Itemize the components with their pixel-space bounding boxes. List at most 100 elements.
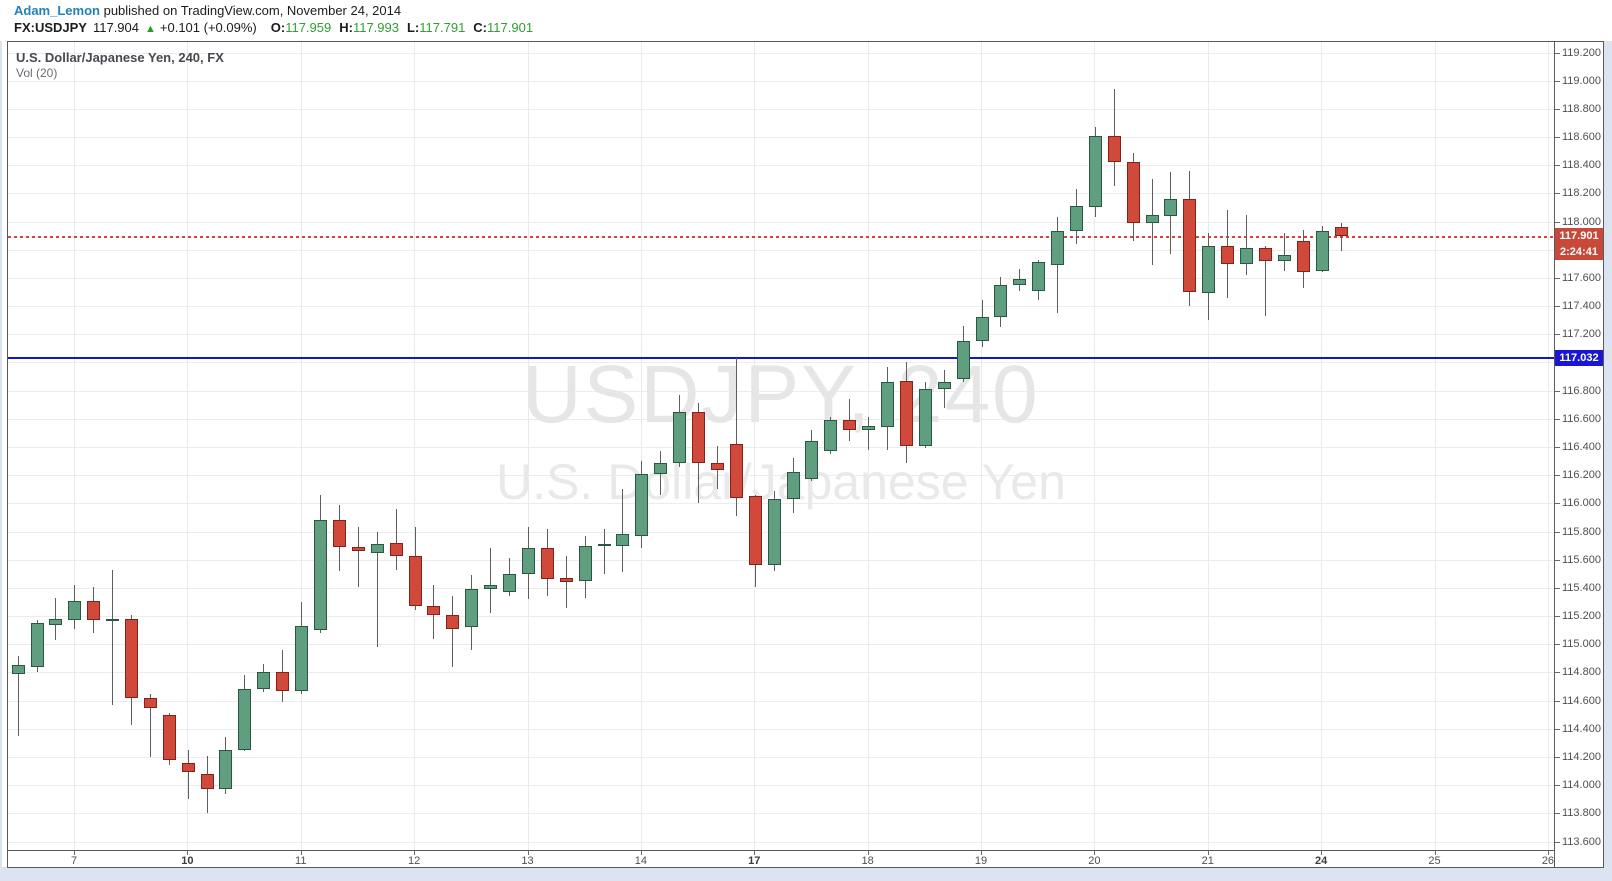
price-tick-label: 117.400 [1562, 300, 1601, 313]
candle-body-down [1221, 245, 1234, 264]
close-label: C: [473, 20, 488, 35]
horizontal-gridline [8, 785, 1554, 787]
horizontal-gridline [8, 108, 1554, 110]
price-tick-mark [1555, 165, 1560, 167]
candle-body-down [427, 606, 440, 615]
widget-right-border [1603, 41, 1604, 868]
candle-body-down [276, 672, 289, 691]
candle-body-down [560, 578, 573, 583]
candle-body-up [1316, 231, 1329, 271]
price-tick-mark [1555, 447, 1560, 449]
candle-wick [622, 489, 623, 573]
price-tick-label: 114.600 [1562, 694, 1601, 707]
time-tick-mark [1094, 851, 1096, 855]
last-price-line [8, 235, 1554, 238]
vertical-gridline [1207, 42, 1209, 850]
price-tick-label: 117.600 [1562, 271, 1601, 284]
candle-body-up [805, 441, 818, 480]
price-tick-mark [1555, 277, 1560, 279]
time-tick-mark [754, 851, 756, 855]
horizontal-gridline [8, 475, 1554, 477]
price-tick-label: 116.400 [1562, 441, 1601, 454]
price-tick-mark [1555, 841, 1560, 843]
candle-body-up [1013, 279, 1026, 285]
candle-body-up [1070, 206, 1083, 232]
candle-body-up [49, 618, 62, 625]
vertical-gridline [640, 42, 642, 850]
time-tick-mark [300, 851, 302, 855]
candle-wick [604, 528, 605, 574]
candle-wick [1284, 232, 1285, 271]
candle-body-down [390, 542, 403, 556]
price-tick-label: 117.200 [1562, 328, 1601, 341]
price-tick-label: 119.000 [1562, 74, 1601, 87]
time-tick-mark [414, 851, 416, 855]
price-tick-label: 115.400 [1562, 581, 1601, 594]
time-tick-label: 14 [634, 855, 648, 867]
candle-body-up [106, 618, 119, 621]
volume-indicator-label[interactable]: Vol (20) [16, 66, 58, 80]
candle-body-up [219, 749, 232, 790]
price-tick-label: 118.400 [1562, 159, 1601, 172]
time-tick-mark [1207, 851, 1209, 855]
candle-body-down [163, 714, 176, 760]
horizontal-gridline [8, 700, 1554, 702]
candle-body-up [1146, 214, 1159, 223]
candle-wick [1265, 245, 1266, 316]
candle-body-up [976, 317, 989, 342]
candle-wick [188, 749, 189, 800]
candle-body-down [333, 520, 346, 548]
candle-wick [1341, 222, 1342, 252]
price-tick-label: 116.600 [1562, 412, 1601, 425]
candle-body-up [881, 382, 894, 428]
candle-wick [490, 548, 491, 614]
price-tick-mark [1555, 644, 1560, 646]
horizontal-gridline [8, 390, 1554, 392]
horizontal-gridline [8, 503, 1554, 505]
candle-body-up [1164, 199, 1177, 216]
candle-body-up [1089, 135, 1102, 208]
candle-body-up [862, 425, 875, 431]
time-tick-mark [74, 851, 75, 855]
time-tick-label: 7 [70, 855, 78, 867]
chart-legend-title[interactable]: U.S. Dollar/Japanese Yen, 240, FX [16, 50, 224, 65]
candle-body-up [295, 625, 308, 691]
time-axis[interactable]: 7 10 11 12 13 14 17 18 19 20 21 24 25 26 [7, 850, 1554, 868]
horizontal-gridline [8, 362, 1554, 364]
author-link[interactable]: Adam_Lemon [14, 3, 100, 18]
candle-body-down [144, 697, 157, 708]
candle-body-up [1032, 262, 1045, 291]
horizontal-gridline [8, 165, 1554, 167]
high-label: H: [339, 20, 353, 35]
plot-bottom-border [7, 850, 1555, 851]
vertical-gridline [300, 42, 302, 850]
time-tick-label: 21 [1201, 855, 1214, 867]
price-tick-mark [1555, 108, 1560, 110]
price-tick-label: 118.200 [1562, 187, 1601, 200]
candle-wick [18, 655, 19, 736]
price-tick-label: 114.800 [1562, 666, 1601, 679]
chart-plot-area[interactable]: USDJPY, 240 U.S. Dollar/Japanese Yen U.S… [8, 42, 1554, 850]
price-tick-mark [1555, 559, 1560, 561]
horizontal-gridline [8, 80, 1554, 82]
horizontal-gridline [8, 193, 1554, 195]
price-axis[interactable]: 117.032 117.901 2:24:41 119.200 119.000 11… [1555, 41, 1603, 868]
price-tick-mark [1555, 221, 1560, 223]
price-tick-mark [1555, 193, 1560, 195]
horizontal-gridline [8, 813, 1554, 815]
candle-body-up [768, 499, 781, 566]
horizontal-gridline [8, 249, 1554, 251]
candle-body-up [465, 589, 478, 628]
vertical-gridline [1321, 42, 1323, 850]
price-tick-mark [1555, 728, 1560, 730]
price-tick-label: 115.200 [1562, 610, 1601, 623]
candle-body-up [371, 544, 384, 553]
price-tick-mark [1555, 503, 1560, 505]
time-tick-label: 11 [295, 855, 307, 867]
candle-wick [736, 358, 737, 517]
chart-legend: U.S. Dollar/Japanese Yen, 240, FX Vol (2… [16, 50, 224, 81]
horizontal-gridline [8, 531, 1554, 533]
horizontal-gridline [8, 644, 1554, 646]
price-tick-label: 118.600 [1562, 131, 1601, 144]
